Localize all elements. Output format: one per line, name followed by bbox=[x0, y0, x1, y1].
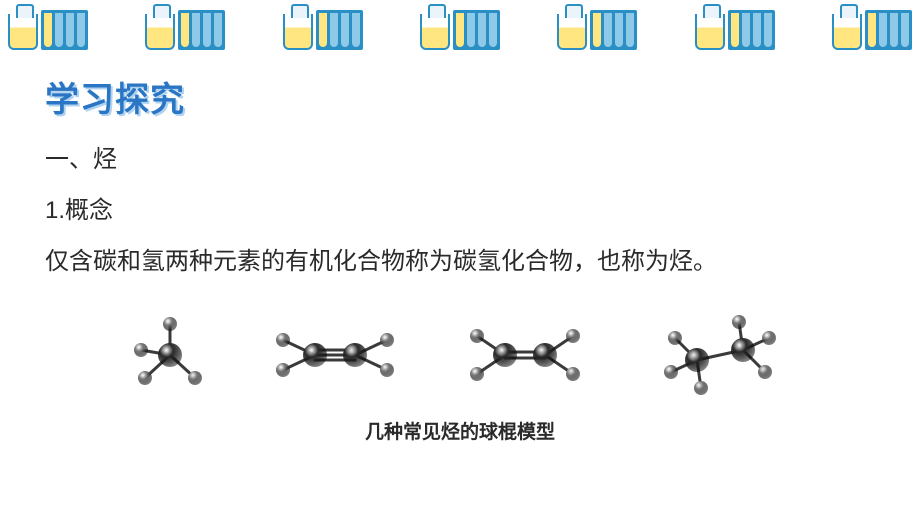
test-tube-icon bbox=[752, 12, 762, 48]
test-tube-icon bbox=[488, 12, 498, 48]
test-tube-icon bbox=[329, 12, 339, 48]
tube-rack-icon bbox=[728, 10, 775, 50]
tube-rack-icon bbox=[316, 10, 363, 50]
flask-icon bbox=[557, 14, 587, 50]
test-tube-icon bbox=[603, 12, 613, 48]
tube-rack-icon bbox=[865, 10, 912, 50]
flask-icon bbox=[145, 14, 175, 50]
tube-rack-icon bbox=[453, 10, 500, 50]
banner-group bbox=[8, 0, 88, 50]
heading-level-1: 一、烃 bbox=[45, 139, 875, 174]
tube-rack-icon bbox=[41, 10, 88, 50]
test-tube-icon bbox=[878, 12, 888, 48]
test-tube-icon bbox=[741, 12, 751, 48]
molecule-models-row bbox=[45, 305, 875, 405]
test-tube-icon bbox=[340, 12, 350, 48]
definition-text: 仅含碳和氢两种元素的有机化合物称为碳氢化合物，也称为烃。 bbox=[45, 243, 875, 281]
test-tube-icon bbox=[466, 12, 476, 48]
test-tube-icon bbox=[76, 12, 86, 48]
ethene-model bbox=[455, 310, 595, 400]
methane-model bbox=[125, 310, 215, 400]
test-tube-icon bbox=[592, 12, 602, 48]
models-caption: 几种常见烃的球棍模型 bbox=[45, 417, 875, 444]
banner-group bbox=[557, 0, 637, 50]
test-tube-icon bbox=[625, 12, 635, 48]
test-tube-icon bbox=[900, 12, 910, 48]
test-tube-icon bbox=[202, 12, 212, 48]
section-title: 学习探究 bbox=[45, 72, 875, 121]
slide-content: 学习探究 一、烃 1.概念 仅含碳和氢两种元素的有机化合物称为碳氢化合物，也称为… bbox=[0, 50, 920, 444]
test-tube-icon bbox=[730, 12, 740, 48]
flask-icon bbox=[832, 14, 862, 50]
ethane-model bbox=[645, 310, 795, 400]
tube-rack-icon bbox=[178, 10, 225, 50]
test-tube-icon bbox=[477, 12, 487, 48]
heading-level-2: 1.概念 bbox=[45, 190, 875, 225]
test-tube-icon bbox=[191, 12, 201, 48]
test-tube-icon bbox=[867, 12, 877, 48]
flask-icon bbox=[420, 14, 450, 50]
test-tube-icon bbox=[351, 12, 361, 48]
ethyne-model bbox=[265, 310, 405, 400]
test-tube-icon bbox=[54, 12, 64, 48]
banner-group bbox=[695, 0, 775, 50]
flask-icon bbox=[695, 14, 725, 50]
flask-icon bbox=[8, 14, 38, 50]
decorative-banner bbox=[0, 0, 920, 50]
test-tube-icon bbox=[614, 12, 624, 48]
tube-rack-icon bbox=[590, 10, 637, 50]
test-tube-icon bbox=[889, 12, 899, 48]
banner-group bbox=[283, 0, 363, 50]
test-tube-icon bbox=[213, 12, 223, 48]
test-tube-icon bbox=[318, 12, 328, 48]
banner-group bbox=[145, 0, 225, 50]
test-tube-icon bbox=[763, 12, 773, 48]
flask-icon bbox=[283, 14, 313, 50]
test-tube-icon bbox=[180, 12, 190, 48]
banner-group bbox=[420, 0, 500, 50]
test-tube-icon bbox=[65, 12, 75, 48]
test-tube-icon bbox=[43, 12, 53, 48]
banner-group bbox=[832, 0, 912, 50]
test-tube-icon bbox=[455, 12, 465, 48]
